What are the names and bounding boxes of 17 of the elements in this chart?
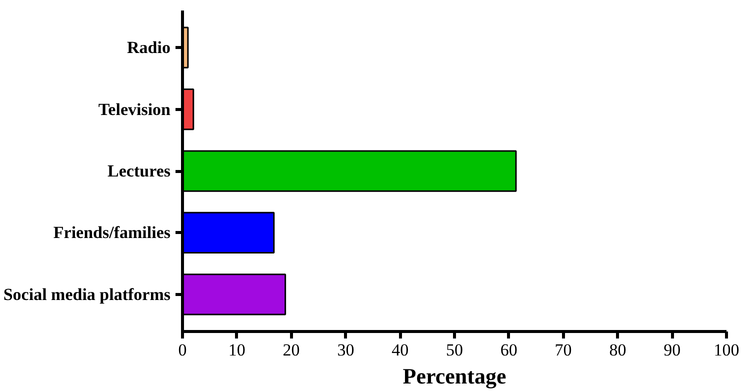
y-tick-label: Lectures	[108, 162, 171, 180]
x-axis-title: Percentage	[402, 364, 506, 388]
y-tick-label: Television	[98, 100, 172, 119]
x-tick-label: 100	[714, 340, 740, 360]
x-tick-label: 90	[664, 340, 681, 360]
x-tick-label: 20	[282, 340, 300, 360]
x-tick-label: 50	[446, 340, 463, 360]
x-tick-label: 80	[609, 340, 626, 360]
x-tick-label: 70	[554, 340, 572, 360]
y-tick-label: Social media platforms	[3, 284, 171, 304]
x-tick-label: 0	[178, 340, 187, 360]
x-tick-label: 30	[337, 340, 354, 360]
x-tick-label: 40	[392, 340, 409, 360]
y-tick-label: Friends/families	[53, 223, 171, 242]
x-tick-label: 60	[500, 340, 518, 360]
y-tick-label: Radio	[127, 38, 171, 58]
x-tick-label: 10	[228, 340, 246, 360]
